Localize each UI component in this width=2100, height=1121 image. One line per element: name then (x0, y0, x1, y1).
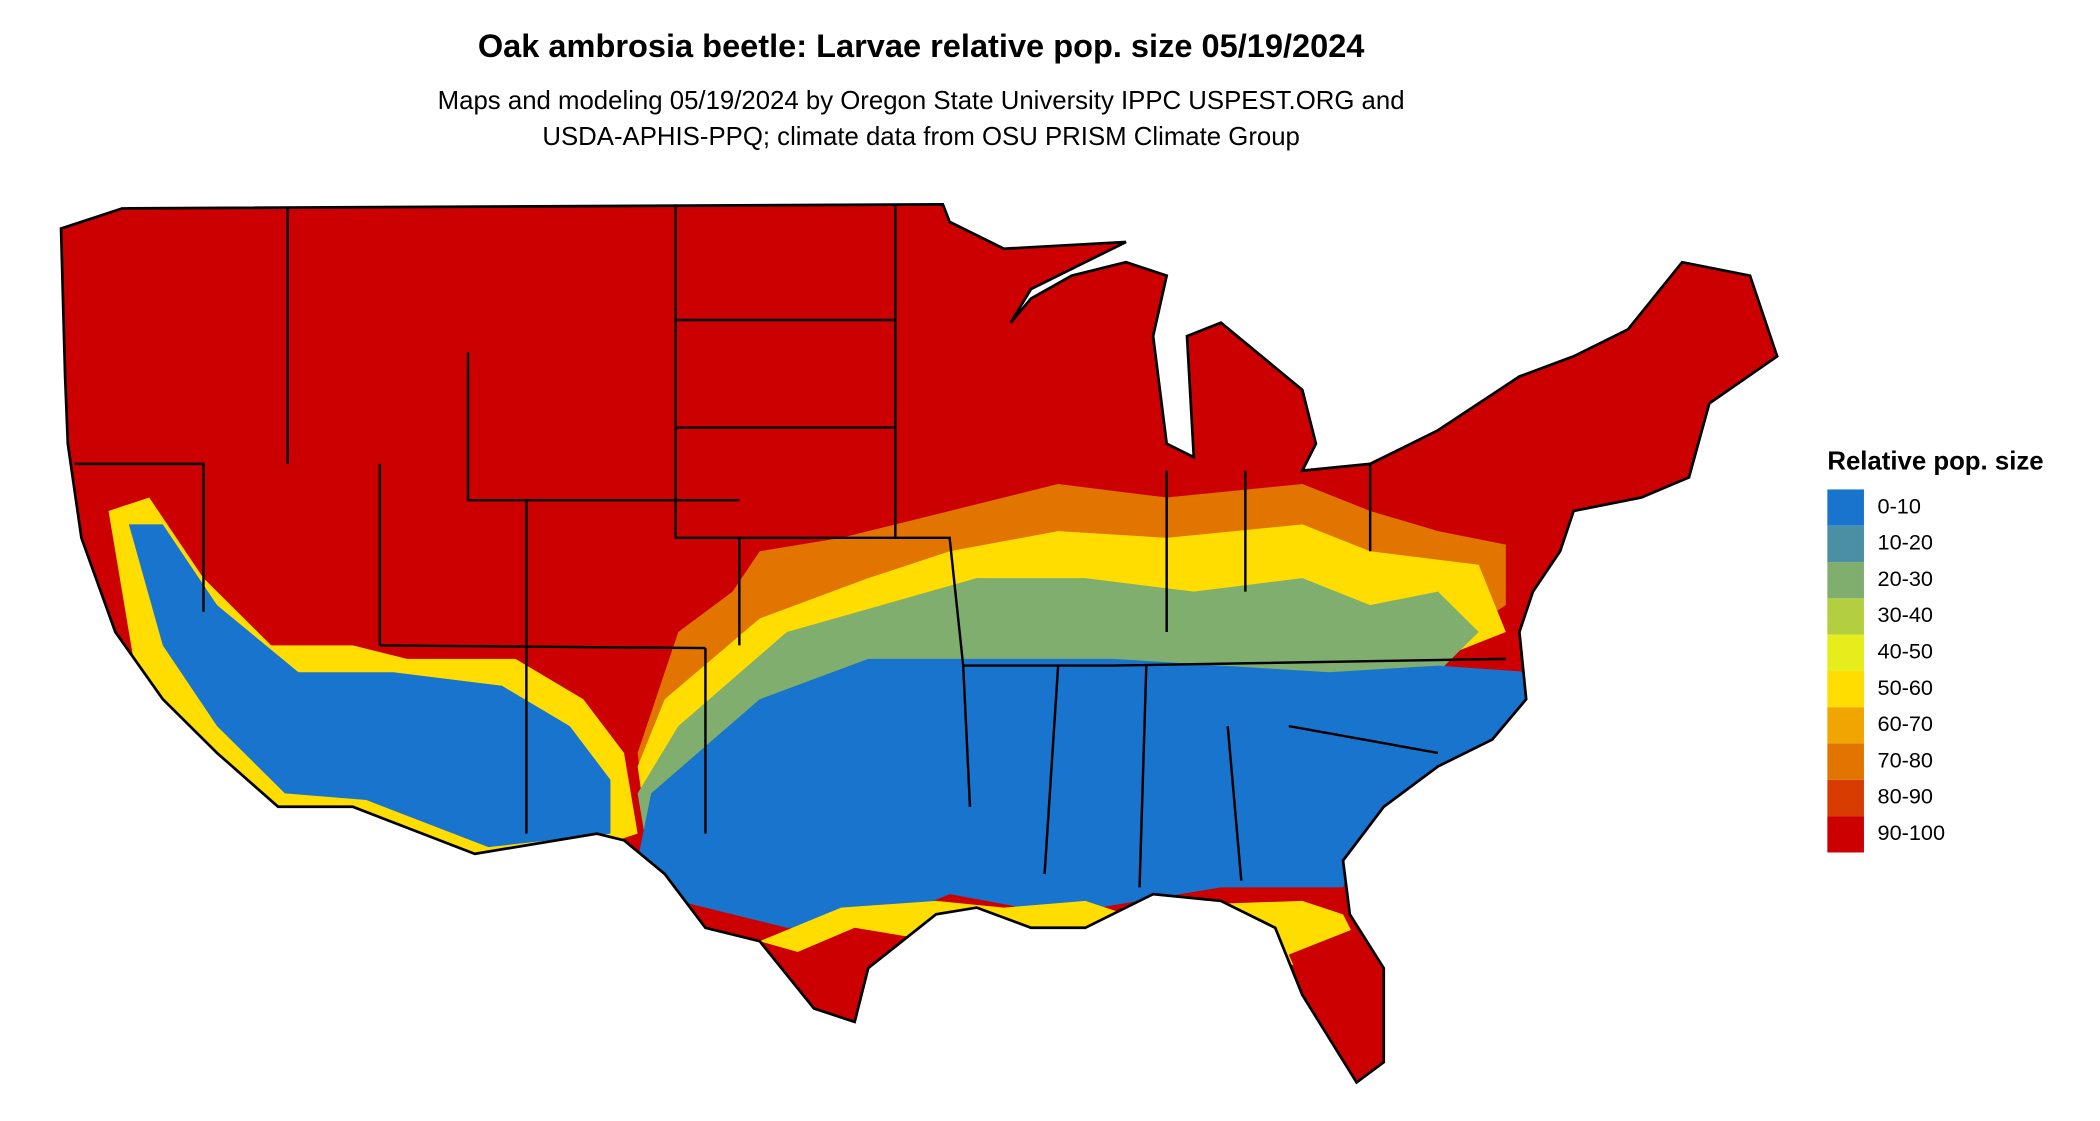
legend-swatch (1827, 598, 1864, 635)
state-borders (74, 204, 1506, 888)
legend-swatch (1827, 634, 1864, 671)
subtitle: Maps and modeling 05/19/2024 by Oregon S… (438, 87, 1405, 115)
legend-label: 70-80 (1878, 747, 1933, 772)
region (637, 658, 1533, 928)
legend-label: 20-30 (1878, 566, 1933, 591)
legend-label: 60-70 (1878, 711, 1933, 736)
legend-swatch (1827, 816, 1864, 853)
region (128, 524, 611, 848)
map (61, 204, 1778, 1083)
legend-swatch (1827, 525, 1864, 563)
region (1288, 927, 1398, 1076)
legend-swatch (1827, 489, 1864, 526)
content: Oak ambrosia beetle: Larvae relative pop… (59, 28, 2044, 1084)
legend-swatch (1827, 670, 1864, 708)
legend-swatch (1827, 779, 1864, 817)
legend-label: 0-10 (1878, 493, 1921, 518)
legend-label: 90-100 (1878, 820, 1946, 845)
legend-label: 40-50 (1878, 639, 1933, 664)
legend-swatch (1827, 562, 1864, 599)
legend-swatch (1827, 707, 1864, 744)
legend-swatch (1827, 743, 1864, 780)
legend: 0-10 10-20 20-30 30-40 40-50 50-60 60-70 70-80 8… (1827, 489, 1946, 853)
legend-label: 80-90 (1878, 784, 1933, 809)
subtitle: USDA-APHIS-PPQ; climate data from OSU PR… (542, 123, 1300, 151)
legend-label: 50-60 (1878, 675, 1933, 700)
title: Oak ambrosia beetle: Larvae relative pop… (478, 28, 1365, 64)
legend-title: Relative pop. size (1827, 447, 2043, 475)
legend-label: 30-40 (1878, 602, 1933, 627)
legend-label: 10-20 (1878, 530, 1933, 555)
